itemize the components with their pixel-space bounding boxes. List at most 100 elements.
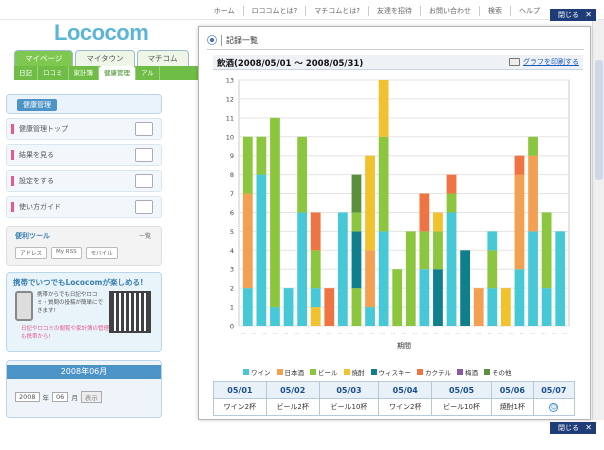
bar-segment <box>460 250 471 326</box>
plot-area <box>238 79 570 327</box>
y-tick-label: 6 <box>230 209 234 217</box>
tools-list-link[interactable]: 一覧 <box>138 233 151 240</box>
legend-item: 梅酒 <box>457 367 478 377</box>
table-header-date[interactable]: 05/06 <box>490 381 534 399</box>
modal-header: 記録一覧 <box>207 33 258 47</box>
legend-swatch <box>417 369 423 375</box>
subtab-kakeibo[interactable]: 家計簿 <box>69 66 99 80</box>
sidebar-item-settings[interactable]: 設定をする <box>6 170 162 192</box>
tool-mobile-button[interactable]: モバイル <box>85 247 118 259</box>
tab-mypage[interactable]: マイページ <box>14 50 74 66</box>
mobile-promo[interactable]: 携帯でいつでもLococomが楽しめる! 携帯からでも日記やロコミ・質問の投稿が… <box>6 272 162 352</box>
x-tick-mark: ... <box>466 330 471 336</box>
printer-icon <box>509 58 520 66</box>
table-cell: ☺ <box>532 398 576 416</box>
tool-address-button[interactable]: アドレス <box>15 247 48 259</box>
table-header-date[interactable]: 05/07 <box>532 381 576 399</box>
bar-segment <box>433 269 443 326</box>
bar-segment <box>446 193 457 213</box>
x-tick-mark: ... <box>530 330 535 336</box>
nav-link-about-lococom[interactable]: ロココムとは? <box>242 6 306 16</box>
tab-machicom[interactable]: マチコム <box>136 50 189 66</box>
scrollbar-thumb[interactable] <box>595 60 603 180</box>
legend-swatch <box>343 369 350 375</box>
chart-title: 飲酒(2008/05/01 〜 2008/05/31) <box>217 59 364 69</box>
chart-svg: 012345678910111213......................… <box>226 77 570 350</box>
bar-segment <box>242 193 253 289</box>
x-tick-mark: ... <box>391 330 396 336</box>
x-tick-mark: ... <box>380 330 385 336</box>
bar-segment <box>433 212 443 232</box>
x-axis-label: 期間 <box>397 342 411 350</box>
y-tick-label: 12 <box>226 95 234 103</box>
subtab-diary[interactable]: 日記 <box>14 66 38 80</box>
y-tick-label: 5 <box>230 228 234 236</box>
nav-link-contact[interactable]: お問い合わせ <box>420 6 479 16</box>
tool-rss-button[interactable]: My RSS <box>51 247 82 259</box>
bar-segment <box>310 212 321 251</box>
month-select[interactable]: 06 <box>52 392 69 402</box>
legend-item: カクテル <box>417 367 451 377</box>
y-tick-label: 13 <box>226 77 234 85</box>
calendar-show-button[interactable]: 表示 <box>80 391 102 403</box>
site-logo[interactable]: Lococom <box>54 20 149 45</box>
subtab-kuchikomi[interactable]: ロコミ <box>38 66 69 80</box>
nav-link-search[interactable]: 検索 <box>479 6 510 16</box>
book-icon <box>135 200 153 214</box>
print-chart-link[interactable]: グラフを印刷する <box>509 57 579 67</box>
table-header-date[interactable]: 05/03 <box>318 381 380 399</box>
legend-label: 梅酒 <box>465 369 478 377</box>
bar-segment <box>528 136 538 156</box>
table-header-date[interactable]: 05/05 <box>431 381 492 399</box>
bar-segment <box>378 80 389 137</box>
legend-item: ビール <box>310 367 338 377</box>
legend-label: ワイン <box>251 369 271 377</box>
subtab-health[interactable]: 健康管理 <box>99 66 136 80</box>
year-select[interactable]: 2008 <box>15 392 40 402</box>
top-navigation: ホーム ロココムとは? マチコムとは? 友達を招待 お問い合わせ 検索 ヘルプ <box>0 0 604 20</box>
x-tick-mark: ... <box>369 330 374 336</box>
x-tick-mark: ... <box>487 330 492 336</box>
subtab-more[interactable]: アル <box>136 66 160 80</box>
x-tick-mark: ... <box>348 330 353 336</box>
bar-segment <box>514 269 525 326</box>
close-button-bottom[interactable]: 閉じる ✕ <box>550 422 596 434</box>
x-tick-mark: ... <box>423 330 428 336</box>
sub-tabs: 日記 ロコミ 家計簿 健康管理 アル <box>14 66 200 80</box>
table-header-date[interactable]: 05/01 <box>213 381 267 399</box>
y-tick-label: 7 <box>230 190 234 198</box>
table-cell: ワイン2杯 <box>378 398 433 416</box>
scale-icon <box>135 174 153 188</box>
legend-label: ウィスキー <box>378 369 412 377</box>
bar-segment <box>419 231 430 270</box>
bar-segment <box>487 250 498 289</box>
legend-label: ビール <box>318 369 338 377</box>
bar-segment <box>392 269 403 326</box>
bar-segment <box>541 288 552 326</box>
bar-segment <box>487 288 498 326</box>
legend-item: 焼酎 <box>343 367 365 377</box>
sidebar-item-results[interactable]: 結果を見る <box>6 144 162 166</box>
sidebar-item-health-top[interactable]: 健康管理トップ <box>6 118 162 140</box>
nav-link-invite[interactable]: 友達を招待 <box>368 6 420 16</box>
close-button-top[interactable]: 閉じる ✕ <box>550 9 596 21</box>
bar-segment <box>365 155 375 251</box>
nav-link-help[interactable]: ヘルプ <box>510 6 548 16</box>
main-tabs: マイページ マイタウン マチコム <box>14 50 189 66</box>
bar-segment <box>310 250 321 289</box>
legend-swatch <box>457 369 463 375</box>
tab-mytown[interactable]: マイタウン <box>75 50 135 66</box>
bar-segment <box>405 231 416 326</box>
sidebar-item-guide[interactable]: 使い方ガイド <box>6 196 162 218</box>
legend-label: その他 <box>492 369 512 377</box>
x-tick-mark: ... <box>477 330 482 336</box>
bar-segment <box>270 117 280 308</box>
daily-summary-table: 05/01 05/02 05/03 05/04 05/05 05/06 05/07 ワイン2… <box>213 381 576 416</box>
bar-segment <box>365 307 375 326</box>
nav-link-home[interactable]: ホーム <box>213 7 235 15</box>
y-tick-label: 3 <box>230 266 234 274</box>
table-header-date[interactable]: 05/02 <box>265 381 320 399</box>
nav-link-about-machicom[interactable]: マチコムとは? <box>305 6 368 16</box>
table-header-date[interactable]: 05/04 <box>378 381 433 399</box>
page-scrollbar[interactable] <box>592 20 604 420</box>
